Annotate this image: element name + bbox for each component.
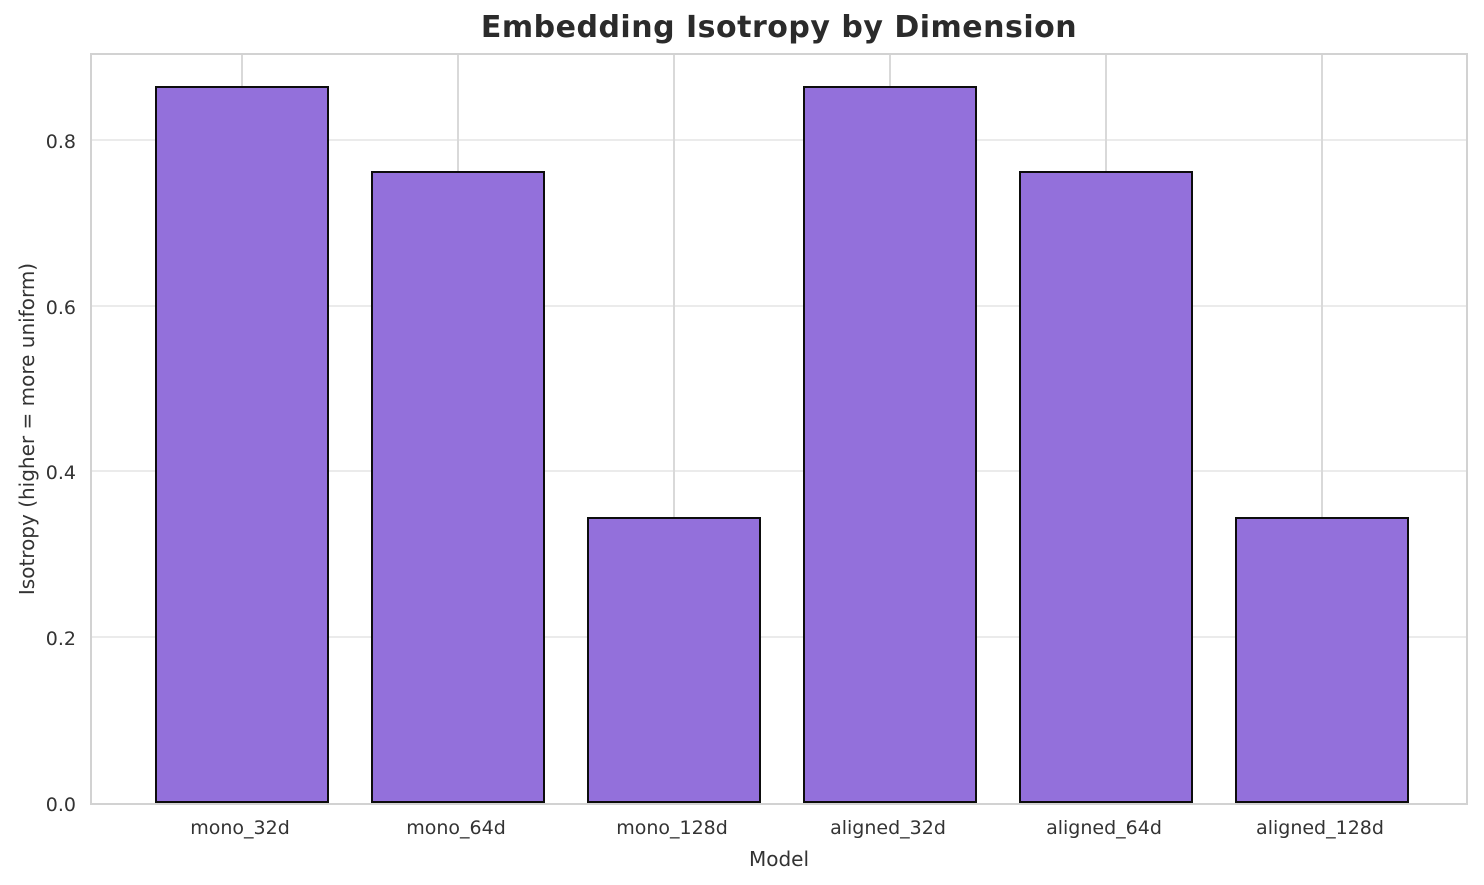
h-gridline — [92, 636, 1466, 639]
chart-title: Embedding Isotropy by Dimension — [480, 10, 1078, 45]
bar-aligned_64d — [1019, 171, 1193, 803]
h-gridline — [92, 470, 1466, 473]
bar-mono_128d — [587, 517, 761, 803]
x-axis-label: Model — [748, 847, 810, 871]
y-tick-label-0.8: 0.8 — [45, 130, 76, 153]
bar-mono_32d — [155, 86, 329, 803]
h-gridline — [92, 304, 1466, 307]
v-gridline — [1321, 55, 1323, 803]
x-tick-label-mono_32d: mono_32d — [190, 817, 290, 839]
v-gridline — [673, 55, 675, 803]
x-tick-label-aligned_128d: aligned_128d — [1256, 817, 1384, 839]
x-tick-label-mono_64d: mono_64d — [406, 817, 506, 839]
bar-aligned_32d — [803, 86, 977, 803]
y-tick-label-0.4: 0.4 — [45, 462, 76, 485]
x-tick-label-mono_128d: mono_128d — [616, 817, 728, 839]
x-tick-label-aligned_32d: aligned_32d — [830, 817, 946, 839]
h-gridline — [92, 138, 1466, 141]
x-tick-label-aligned_64d: aligned_64d — [1046, 817, 1162, 839]
y-tick-label-0.2: 0.2 — [45, 628, 76, 651]
bar-mono_64d — [371, 171, 545, 803]
bar-aligned_128d — [1235, 517, 1409, 803]
y-tick-label-0.6: 0.6 — [45, 296, 76, 319]
y-tick-label-0.0: 0.0 — [45, 794, 76, 816]
plot-area — [90, 53, 1468, 805]
